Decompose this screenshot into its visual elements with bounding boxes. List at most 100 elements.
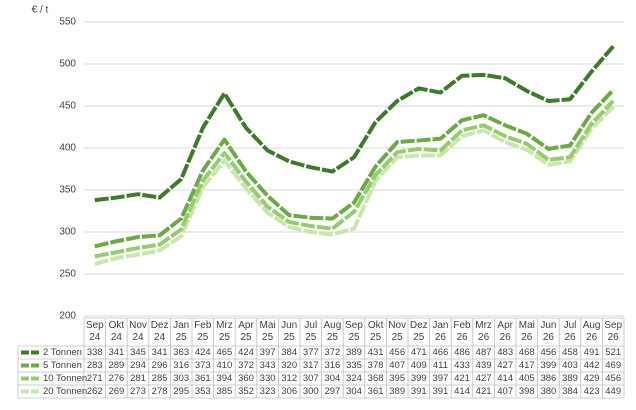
table-value: 409 — [411, 360, 427, 371]
legend-label: 10 Tonnen — [43, 373, 87, 384]
table-value: 449 — [605, 386, 621, 397]
table-value: 491 — [584, 347, 600, 358]
table-value: 373 — [195, 360, 211, 371]
table-value: 386 — [540, 373, 556, 384]
table-value: 294 — [130, 360, 146, 371]
table-value: 306 — [281, 386, 297, 397]
table-value: 407 — [389, 360, 405, 371]
table-value: 424 — [195, 347, 211, 358]
x-tick-label: Mai 25 — [260, 320, 276, 343]
table-value: 271 — [87, 373, 103, 384]
table-value: 304 — [324, 373, 340, 384]
table-value: 338 — [87, 347, 103, 358]
table-value: 304 — [346, 386, 362, 397]
table-value: 352 — [238, 386, 254, 397]
table-value: 468 — [519, 347, 535, 358]
table-value: 427 — [476, 373, 492, 384]
x-tick-label: Okt 24 — [109, 320, 125, 343]
table-value: 456 — [540, 347, 556, 358]
table-value: 297 — [324, 386, 340, 397]
series-line — [94, 105, 615, 266]
table-value: 341 — [108, 347, 124, 358]
x-tick-label: Apr 26 — [497, 320, 513, 343]
table-value: 360 — [238, 373, 254, 384]
table-value: 341 — [152, 347, 168, 358]
series-line — [94, 88, 615, 249]
table-value: 330 — [260, 373, 276, 384]
table-value: 394 — [216, 373, 232, 384]
y-tick-label: 200 — [59, 311, 76, 322]
table-value: 380 — [540, 386, 556, 397]
table-value: 465 — [216, 347, 232, 358]
table-value: 395 — [389, 373, 405, 384]
table-value: 417 — [519, 360, 535, 371]
table-value: 273 — [130, 386, 146, 397]
table-value: 363 — [173, 347, 189, 358]
x-tick-label: Aug 26 — [583, 320, 601, 343]
x-tick-label: Jun 26 — [540, 320, 556, 343]
table-value: 324 — [346, 373, 362, 384]
table-value: 431 — [368, 347, 384, 358]
series-line — [94, 45, 615, 203]
table-value: 397 — [260, 347, 276, 358]
table-value: 368 — [368, 373, 384, 384]
table-value: 312 — [281, 373, 297, 384]
table-value: 469 — [605, 360, 621, 371]
x-tick-label: Nov 25 — [388, 320, 406, 343]
table-value: 471 — [411, 347, 427, 358]
x-tick-label: Jan 25 — [173, 320, 189, 343]
table-value: 458 — [562, 347, 578, 358]
legend-label: 5 Tonnen — [43, 360, 82, 371]
table-value: 276 — [108, 373, 124, 384]
table-value: 300 — [303, 386, 319, 397]
x-tick-label: Jun 25 — [281, 320, 297, 343]
table-value: 429 — [584, 373, 600, 384]
y-tick-label: 350 — [59, 185, 76, 196]
table-value: 442 — [584, 360, 600, 371]
table-value: 487 — [476, 347, 492, 358]
table-value: 456 — [389, 347, 405, 358]
x-tick-label: Aug 25 — [324, 320, 342, 343]
x-tick-label: Nov 24 — [129, 320, 147, 343]
table-value: 303 — [173, 373, 189, 384]
table-value: 285 — [152, 373, 168, 384]
y-tick-label: 450 — [59, 101, 76, 112]
y-tick-label: 300 — [59, 227, 76, 238]
series-line — [94, 99, 615, 259]
y-tick-label: 500 — [59, 59, 76, 70]
y-axis-label: € / t — [32, 5, 49, 16]
y-tick-label: 250 — [59, 269, 76, 280]
table-value: 466 — [432, 347, 448, 358]
table-value: 296 — [152, 360, 168, 371]
table-value: 389 — [389, 386, 405, 397]
x-tick-label: Jul 25 — [304, 320, 317, 343]
table-value: 377 — [303, 347, 319, 358]
x-tick-label: Jul 26 — [564, 320, 577, 343]
table-value: 353 — [195, 386, 211, 397]
table-value: 316 — [324, 360, 340, 371]
x-tick-label: Dez 25 — [410, 320, 428, 343]
table-value: 389 — [346, 347, 362, 358]
table-value: 372 — [238, 360, 254, 371]
table-value: 385 — [216, 386, 232, 397]
table-value: 424 — [238, 347, 254, 358]
table-value: 343 — [260, 360, 276, 371]
table-value: 295 — [173, 386, 189, 397]
table-value: 405 — [519, 373, 535, 384]
y-tick-label: 550 — [59, 17, 76, 28]
x-tick-label: Mai 26 — [519, 320, 535, 343]
table-value: 278 — [152, 386, 168, 397]
table-value: 421 — [476, 386, 492, 397]
x-tick-label: Sep 24 — [86, 320, 104, 343]
x-tick-label: Sep 26 — [604, 320, 622, 343]
table-value: 317 — [303, 360, 319, 371]
table-value: 372 — [324, 347, 340, 358]
table-value: 399 — [411, 373, 427, 384]
table-value: 414 — [454, 386, 470, 397]
x-tick-label: Feb 26 — [453, 320, 471, 343]
x-tick-label: Mrz 25 — [216, 320, 233, 343]
table-value: 307 — [303, 373, 319, 384]
table-value: 323 — [260, 386, 276, 397]
table-value: 427 — [497, 360, 513, 371]
